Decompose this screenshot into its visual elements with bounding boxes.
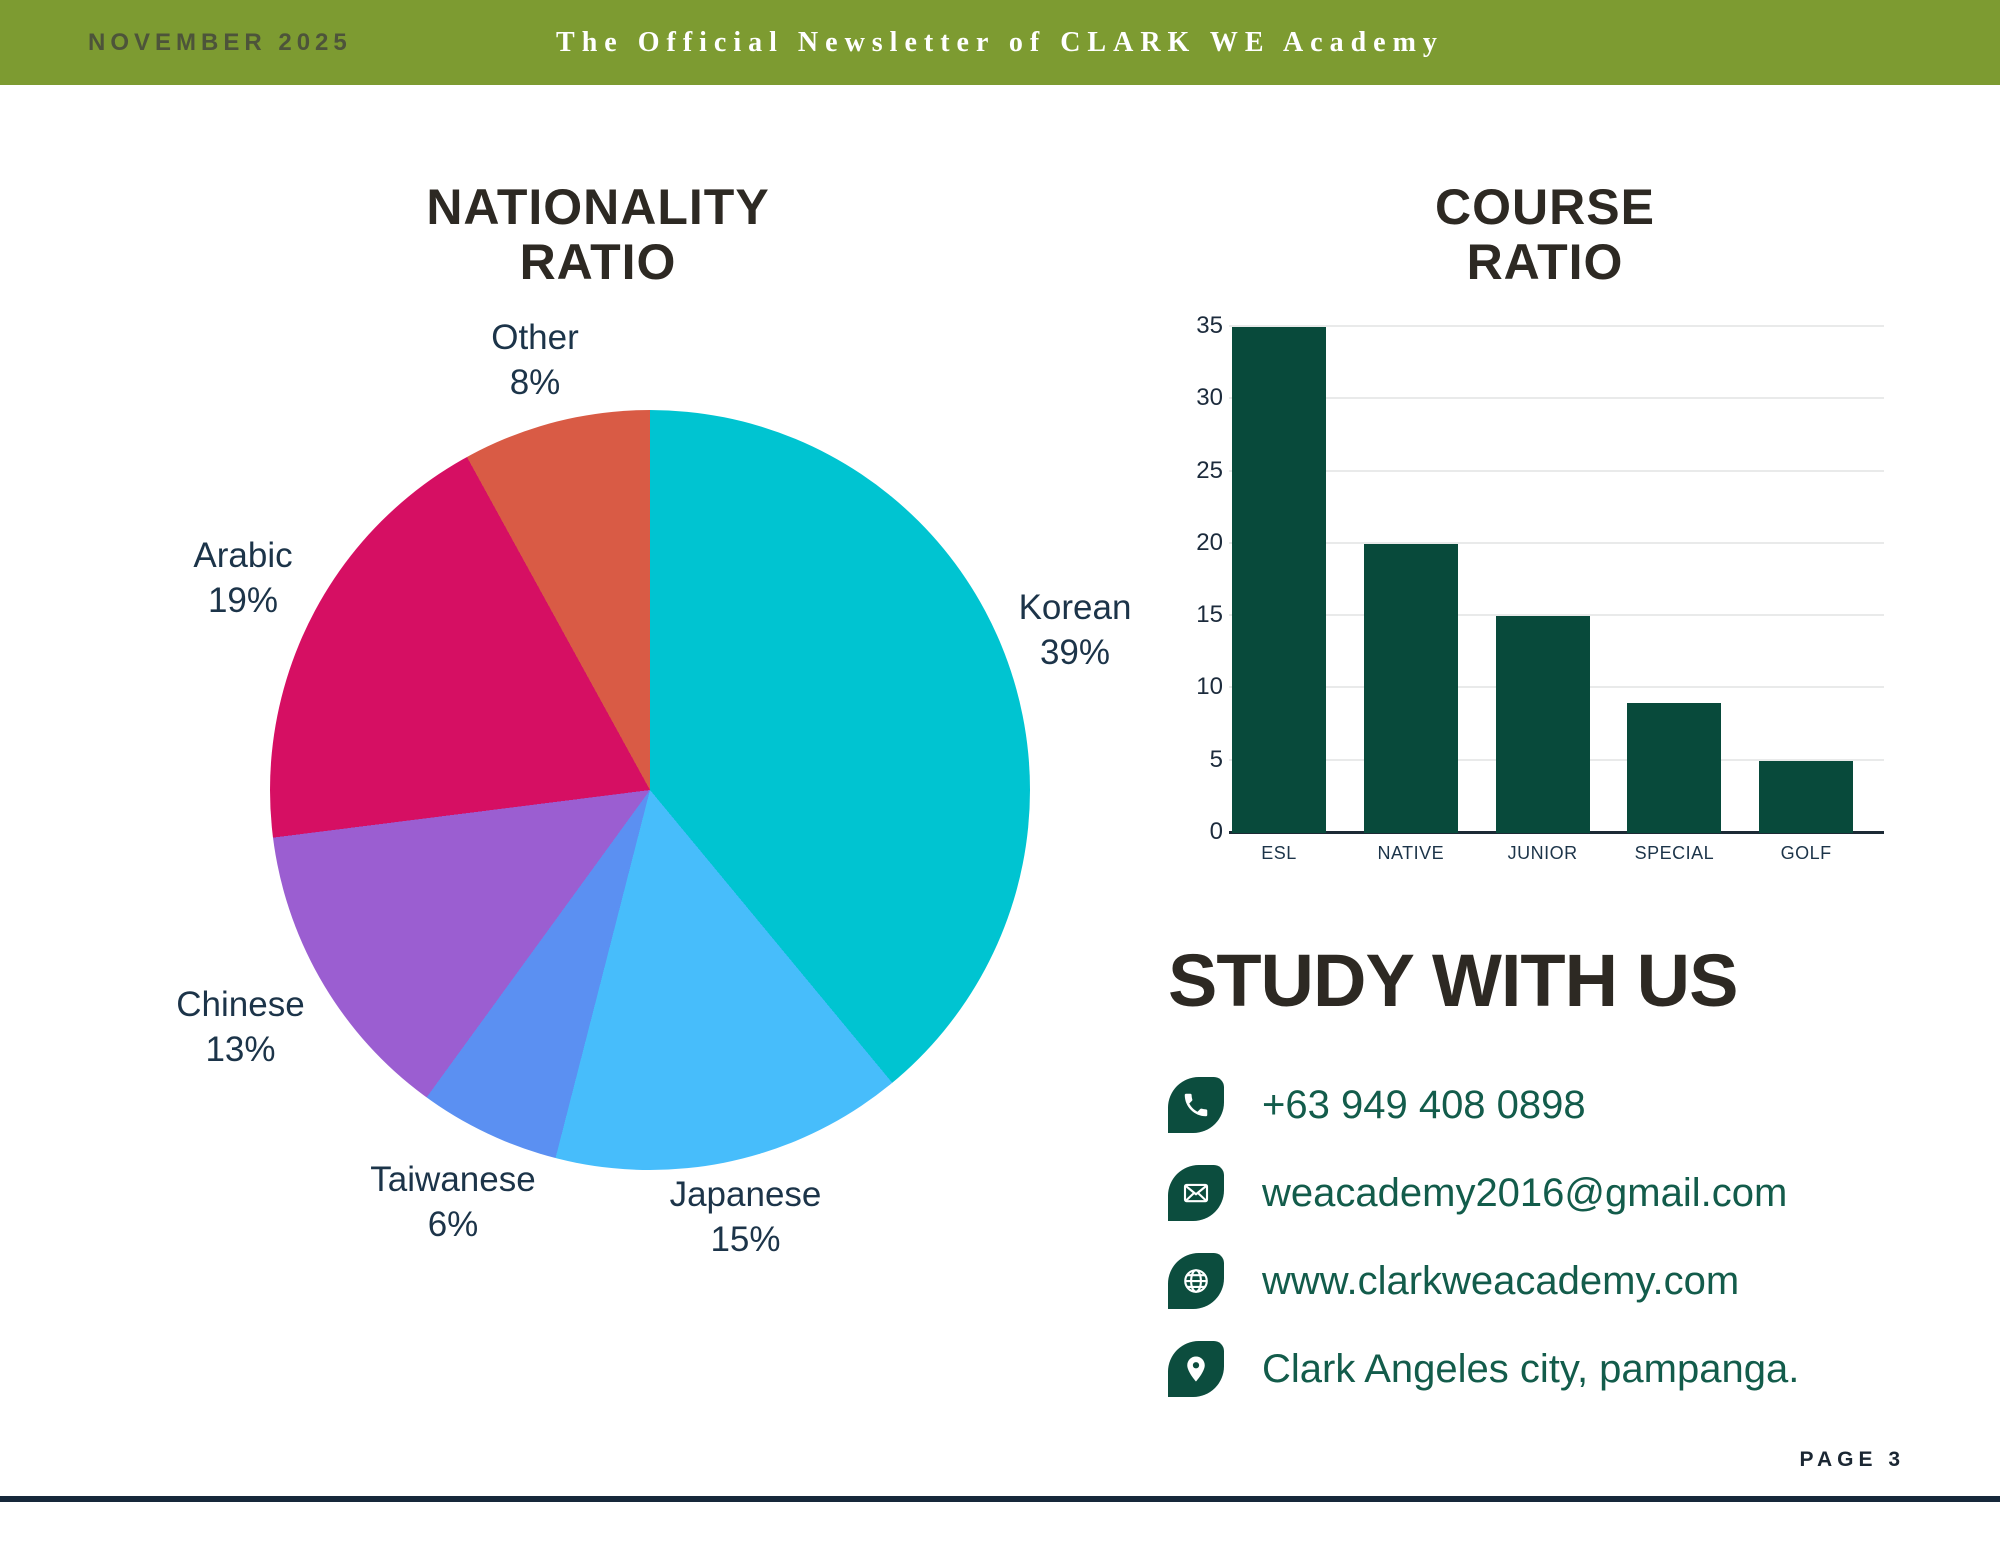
pie-label-chinese-value: 13%: [205, 1030, 276, 1069]
pie-label-taiwanese-value: 6%: [427, 1205, 479, 1244]
y-tick-label-20: 20: [1196, 528, 1223, 556]
pie-label-taiwanese-name: Taiwanese: [370, 1160, 536, 1199]
email-icon: [1168, 1165, 1224, 1221]
bar-chart-plot-area: [1229, 325, 1884, 834]
course-title-line1: COURSE: [1435, 179, 1655, 235]
category-label-golf: GOLF: [1780, 843, 1832, 863]
nationality-pie-chart: [270, 410, 1030, 1170]
bar-chart-y-axis: 0 5 10 15 20 25 30 35: [1185, 312, 1223, 845]
study-with-us-heading: STUDY WITH US: [1168, 939, 1738, 1022]
y-tick-label-10: 10: [1196, 673, 1223, 701]
pie-label-arabic-name: Arabic: [193, 536, 293, 575]
y-tick-label-15: 15: [1196, 601, 1223, 629]
bar-esl: [1232, 327, 1326, 833]
category-label-special: SPECIAL: [1634, 843, 1715, 863]
category-label-esl: ESL: [1261, 843, 1297, 863]
pie-label-japanese-value: 15%: [710, 1220, 781, 1259]
pie-label-taiwanese: Taiwanese 6%: [338, 1157, 568, 1247]
pie-label-japanese: Japanese 15%: [638, 1172, 853, 1262]
grid-line-30: [1229, 397, 1884, 400]
pie-label-chinese: Chinese 13%: [133, 982, 348, 1072]
pie-label-other: Other 8%: [435, 315, 635, 405]
category-label-native: NATIVE: [1377, 843, 1445, 863]
bar-native: [1363, 543, 1458, 833]
y-tick-label-5: 5: [1209, 745, 1223, 773]
pie-label-other-value: 8%: [509, 363, 561, 402]
grid-line-15: [1229, 614, 1884, 617]
y-tick-label-25: 25: [1196, 456, 1223, 484]
pie-label-korean-value: 39%: [1039, 633, 1111, 672]
website-url[interactable]: www.clarkweacademy.com: [1262, 1258, 1740, 1303]
bar-special: [1627, 702, 1722, 833]
bar-junior: [1495, 616, 1590, 833]
footer-divider: [0, 1496, 2000, 1502]
page-number: PAGE 3: [1799, 1448, 1905, 1471]
y-tick-label-30: 30: [1196, 384, 1223, 412]
issue-date: NOVEMBER 2025: [88, 29, 352, 56]
y-tick-label-35: 35: [1196, 312, 1223, 339]
course-ratio-title: COURSE RATIO: [1195, 180, 1895, 290]
contact-row-email[interactable]: weacademy2016@gmail.com: [1168, 1165, 1787, 1221]
bar-chart-x-axis: ESL NATIVE JUNIOR SPECIAL GOLF: [1229, 843, 1884, 873]
bar-golf: [1759, 760, 1854, 833]
course-bar-chart: 0 5 10 15 20 25 30 35 ESL NATIVE JUNIOR SPECIAL GOL…: [1185, 312, 1890, 880]
course-title-line2: RATIO: [1466, 234, 1624, 290]
globe-icon: [1168, 1253, 1224, 1309]
location-icon: [1168, 1341, 1224, 1397]
pie-label-korean-name: Korean: [1018, 588, 1132, 627]
pie-label-japanese-name: Japanese: [669, 1175, 822, 1214]
newsletter-title: The Official Newsletter of CLARK WE Acad…: [556, 27, 1444, 58]
address[interactable]: Clark Angeles city, pampanga.: [1262, 1346, 1800, 1391]
pie-label-other-name: Other: [491, 318, 579, 357]
email-address[interactable]: weacademy2016@gmail.com: [1262, 1170, 1788, 1215]
pie-label-arabic-value: 19%: [207, 581, 279, 620]
pie-label-chinese-name: Chinese: [176, 985, 305, 1024]
contact-row-location[interactable]: Clark Angeles city, pampanga.: [1168, 1341, 1799, 1397]
grid-line-20: [1229, 541, 1884, 544]
nationality-ratio-title: NATIONALITY RATIO: [198, 180, 998, 290]
pie-label-korean: Korean 39%: [955, 585, 1195, 675]
contact-row-phone[interactable]: +63 949 408 0898: [1168, 1077, 1586, 1133]
header-banner: NOVEMBER 2025 The Official Newsletter of…: [0, 0, 2000, 85]
grid-line-25: [1229, 469, 1884, 472]
nationality-title-line2: RATIO: [519, 234, 677, 290]
category-label-junior: JUNIOR: [1507, 843, 1578, 863]
grid-line-35: [1229, 325, 1884, 327]
phone-icon: [1168, 1077, 1224, 1133]
nationality-title-line1: NATIONALITY: [426, 179, 770, 235]
y-tick-label-0: 0: [1209, 818, 1223, 845]
phone-number[interactable]: +63 949 408 0898: [1262, 1082, 1586, 1127]
pie-label-arabic: Arabic 19%: [138, 533, 348, 623]
contact-row-website[interactable]: www.clarkweacademy.com: [1168, 1253, 1739, 1309]
